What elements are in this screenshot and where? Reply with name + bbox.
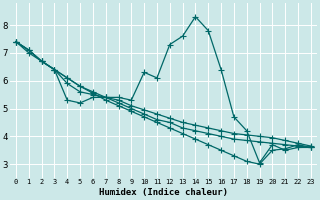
X-axis label: Humidex (Indice chaleur): Humidex (Indice chaleur): [99, 188, 228, 197]
